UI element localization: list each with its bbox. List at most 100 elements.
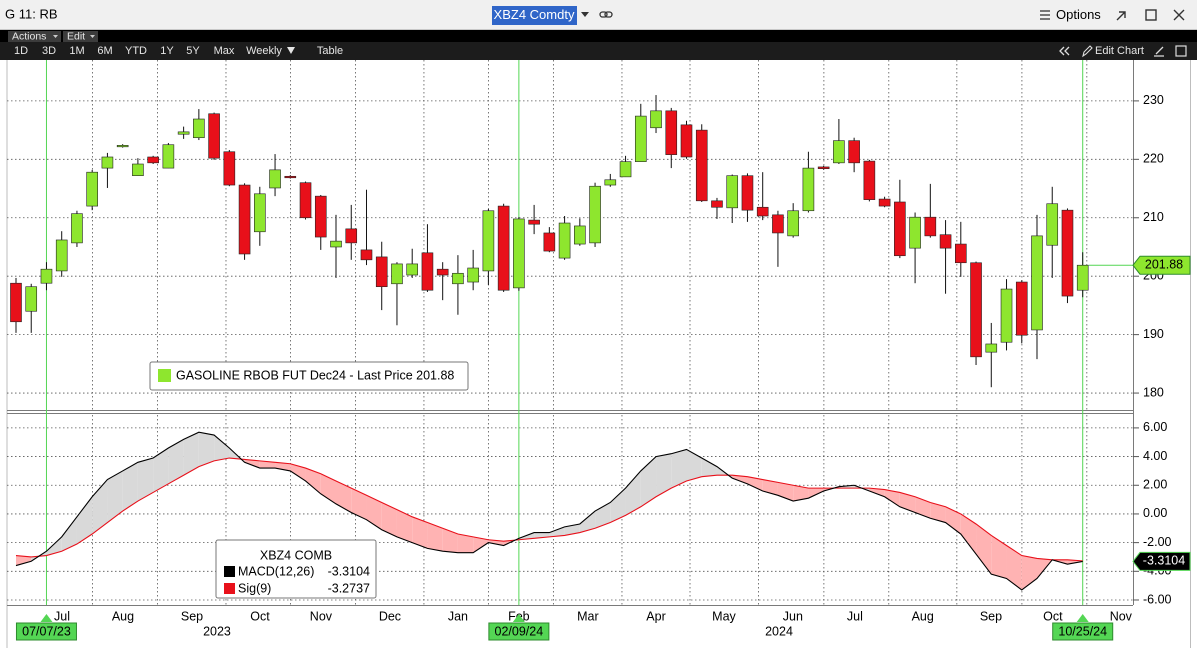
macd-fill	[336, 480, 352, 513]
macd-fill	[1006, 545, 1022, 590]
toolbar	[0, 42, 1197, 60]
y-tick-label: 230	[1143, 93, 1164, 107]
macd-fill	[259, 460, 276, 469]
macd-fill	[107, 470, 123, 523]
candle-body	[254, 193, 266, 233]
candle-body	[299, 182, 312, 219]
menu-button[interactable]	[63, 31, 98, 42]
candle-body	[345, 228, 358, 244]
menu-arrow[interactable]	[90, 35, 95, 38]
options-icon[interactable]	[1040, 10, 1050, 20]
macd-fill	[168, 439, 184, 484]
candle-body	[25, 286, 38, 312]
candle-body	[147, 156, 159, 164]
candle-body	[695, 129, 708, 202]
x-tick-label: Nov	[1110, 609, 1133, 623]
year-label: 2023	[203, 624, 231, 638]
last-price-label: 201.88	[1145, 258, 1183, 272]
ticker[interactable]: XBZ4 Comdty	[494, 7, 575, 22]
range-button[interactable]: YTD	[125, 45, 147, 57]
candle-body	[1076, 264, 1089, 291]
menu-label[interactable]: Edit	[67, 30, 85, 42]
macd-fill	[793, 485, 809, 502]
candle-body	[955, 243, 967, 264]
candle-body	[269, 169, 281, 189]
macd-fill	[899, 492, 916, 513]
range-button[interactable]: 1M	[69, 45, 84, 57]
candle-body	[436, 268, 449, 276]
x-tick-label: May	[712, 609, 736, 623]
last-value-badge	[1132, 551, 1191, 571]
range-button[interactable]: Max	[214, 45, 235, 57]
macd-fill	[473, 536, 489, 553]
range-button[interactable]: 5Y	[186, 45, 200, 57]
candle-body	[909, 216, 921, 249]
last-price-badge	[1132, 255, 1191, 275]
candle-body	[10, 282, 22, 323]
menu-arrow[interactable]	[53, 35, 58, 38]
candle-body	[1015, 281, 1028, 336]
y-tick-label: 220	[1143, 152, 1164, 166]
x-tick-label: Aug	[112, 609, 134, 623]
date-badge-label: 02/09/24	[495, 624, 544, 638]
ticker-highlight[interactable]	[492, 6, 577, 25]
candle-body	[634, 115, 647, 162]
annotate-icon[interactable]	[1154, 46, 1164, 57]
options-button[interactable]: Options	[1056, 7, 1101, 22]
link-icon[interactable]	[599, 11, 613, 18]
y-tick-label: 190	[1143, 327, 1164, 341]
candle-body	[604, 179, 617, 186]
y-tick-label: 4.00	[1143, 449, 1167, 463]
toolbar-items: Actions Edit 1D 3D 1M 6M YTD 1Y 5Y Max Weekly Table	[8, 30, 343, 57]
candle-body	[452, 272, 464, 285]
year-label: 2024	[765, 624, 793, 638]
x-tick-label: Oct	[1043, 609, 1063, 623]
collapse-icon[interactable]	[1059, 46, 1070, 56]
range-button[interactable]: 3D	[42, 45, 56, 57]
legend-title: XBZ4 COMB	[260, 548, 332, 562]
candle-body	[711, 200, 723, 208]
maximize-button[interactable]	[1145, 9, 1157, 21]
title-bar	[0, 0, 1197, 30]
table-button[interactable]: Table	[317, 45, 343, 57]
legend-swatch	[224, 583, 235, 594]
edit-chart-button[interactable]: Edit Chart	[1095, 45, 1144, 57]
candle-body	[513, 218, 525, 289]
settings-icon[interactable]	[1175, 45, 1187, 57]
menu-label[interactable]: Actions	[12, 30, 46, 42]
date-badge-label: 07/07/23	[22, 624, 71, 638]
x-tick-label: Jan	[448, 609, 468, 623]
macd-fill	[351, 488, 367, 520]
ticker-dropdown-icon[interactable]	[581, 12, 589, 17]
range-button[interactable]: 6M	[97, 45, 112, 57]
candle-body	[40, 268, 53, 284]
macd-fill	[960, 513, 977, 555]
legend-label: GASOLINE RBOB FUT Dec24 - Last Price 201…	[176, 368, 454, 382]
y-tick-label: 0.00	[1143, 506, 1167, 520]
candle-body	[589, 185, 601, 244]
candle-body	[558, 222, 571, 259]
close-button[interactable]	[1173, 9, 1185, 21]
candle-body	[787, 210, 799, 237]
macd-fill	[122, 462, 138, 512]
popout-button[interactable]	[1116, 11, 1126, 21]
macd-fill	[76, 496, 93, 545]
legend-label: Sig(9)	[238, 581, 271, 595]
y-tick-label: -2.00	[1143, 535, 1172, 549]
edit-chart-icon[interactable]	[1082, 45, 1093, 58]
menu-button[interactable]	[8, 31, 61, 42]
legend-label: MACD(12,26)	[238, 564, 314, 578]
period-arrow[interactable]	[287, 47, 295, 54]
range-button[interactable]: 1Y	[160, 45, 174, 57]
macd-fill	[412, 516, 428, 549]
legend-swatch	[224, 566, 235, 577]
x-tick-label: Sep	[181, 609, 203, 623]
period-button[interactable]: Weekly	[246, 45, 282, 57]
macd-fill	[701, 458, 717, 477]
candle-body	[71, 213, 83, 244]
candle-body	[741, 175, 754, 211]
candle-body	[375, 256, 388, 288]
candle-body	[772, 214, 784, 234]
range-button[interactable]: 1D	[14, 45, 28, 57]
